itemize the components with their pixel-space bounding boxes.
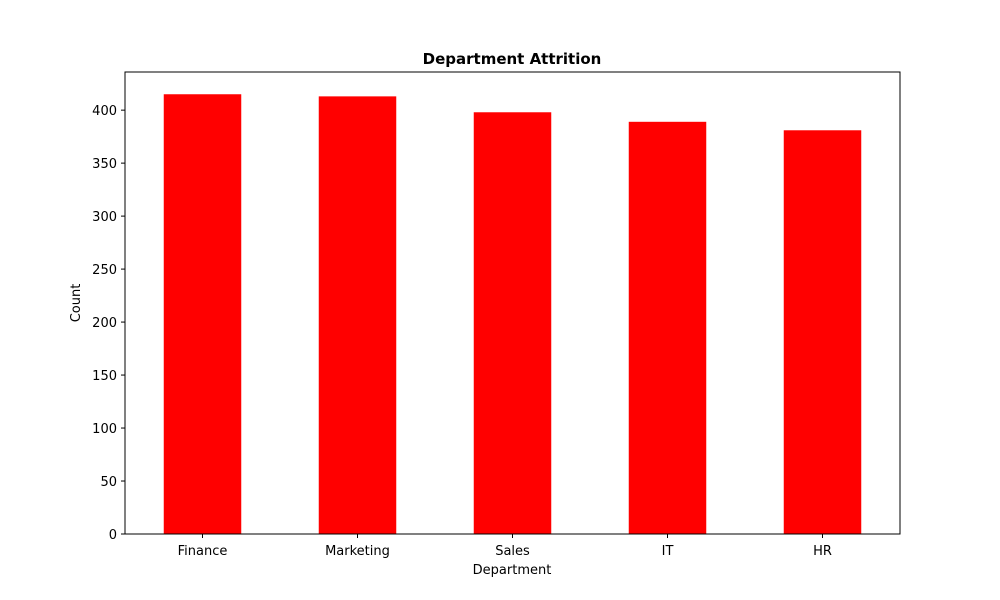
y-tick-label: 150	[92, 369, 117, 384]
x-tick-label: Sales	[495, 544, 530, 559]
x-tick-label: IT	[662, 544, 674, 559]
bar-sales	[473, 112, 552, 534]
y-tick-label: 100	[92, 422, 117, 437]
x-axis-label: Department	[473, 563, 552, 578]
y-axis: 0 50 100 150 200 250 300 350 400	[92, 104, 125, 543]
chart-title: Department Attrition	[423, 50, 602, 68]
bar-finance	[163, 94, 242, 535]
y-tick-label: 400	[92, 104, 117, 119]
y-tick-label: 350	[92, 157, 117, 172]
y-tick-label: 300	[92, 210, 117, 225]
x-tick-label: Finance	[178, 544, 228, 559]
y-tick-label: 50	[100, 475, 117, 490]
y-tick-label: 200	[92, 316, 117, 331]
x-tick-label: HR	[813, 544, 832, 559]
y-axis-label: Count	[69, 284, 84, 323]
y-tick-label: 250	[92, 263, 117, 278]
bars-group	[163, 94, 862, 535]
x-axis: Finance Marketing Sales IT HR	[178, 534, 832, 559]
y-tick-label: 0	[109, 528, 117, 543]
bar-it	[628, 121, 707, 535]
bar-marketing	[318, 96, 397, 535]
x-tick-label: Marketing	[325, 544, 390, 559]
bar-hr	[783, 130, 862, 534]
